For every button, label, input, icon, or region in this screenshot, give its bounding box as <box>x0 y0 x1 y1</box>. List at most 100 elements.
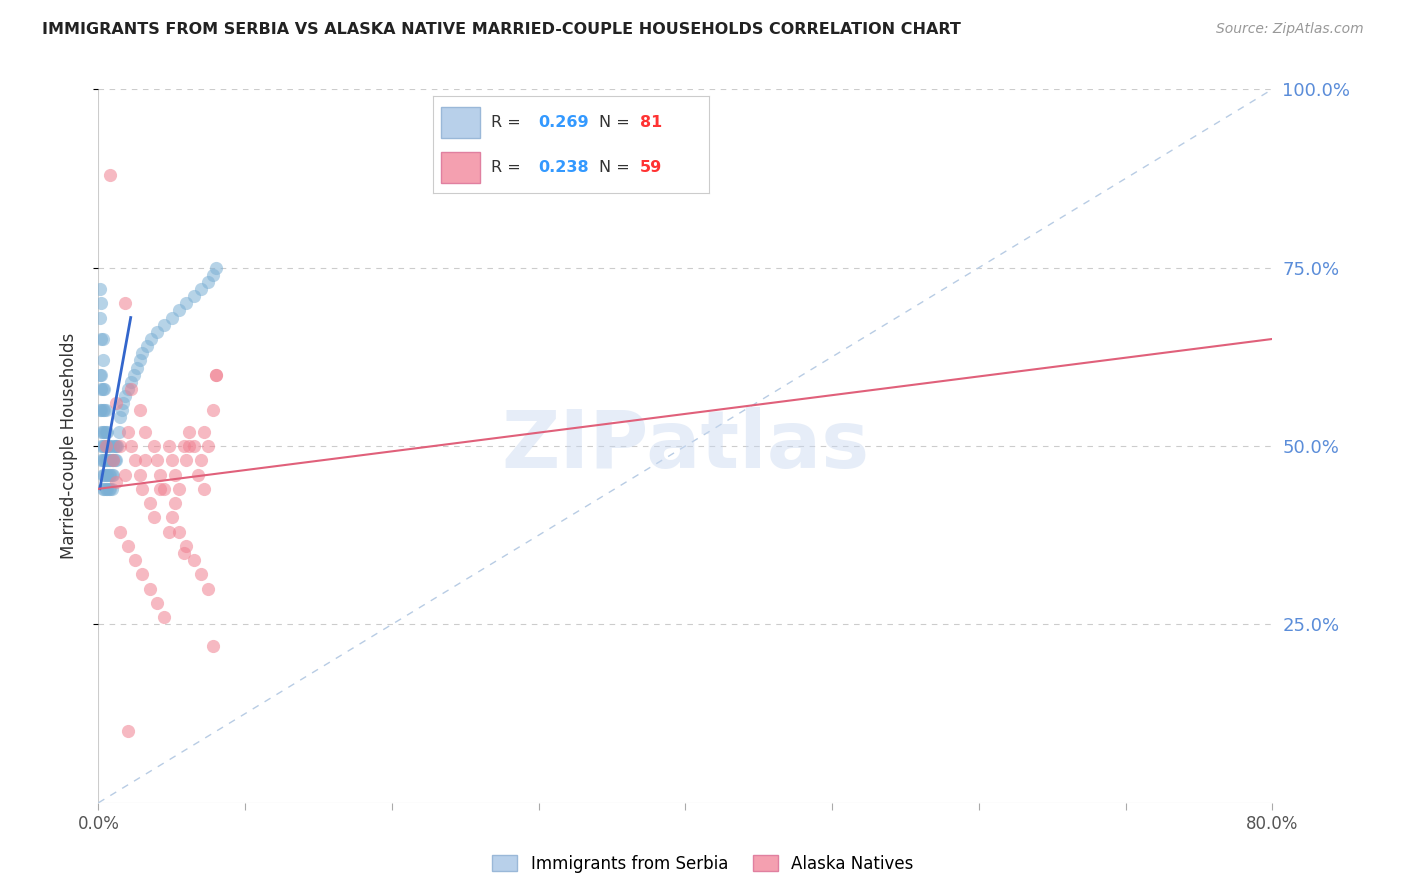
Point <box>160 510 183 524</box>
Point <box>117 425 139 439</box>
Point <box>110 524 132 539</box>
Point <box>94 403 117 417</box>
Point <box>205 368 228 382</box>
Point <box>93 425 115 439</box>
Point <box>124 453 146 467</box>
Point <box>179 439 201 453</box>
Point <box>90 453 112 467</box>
Point <box>90 296 112 310</box>
Point <box>131 482 153 496</box>
Point <box>149 467 172 482</box>
Point <box>120 439 142 453</box>
Point <box>91 482 114 496</box>
Point <box>157 524 180 539</box>
Point <box>89 310 111 325</box>
Point <box>167 482 190 496</box>
Point <box>96 482 118 496</box>
Text: IMMIGRANTS FROM SERBIA VS ALASKA NATIVE MARRIED-COUPLE HOUSEHOLDS CORRELATION CH: IMMIGRANTS FROM SERBIA VS ALASKA NATIVE … <box>42 22 962 37</box>
Point <box>128 403 150 417</box>
Point <box>89 368 111 382</box>
Point <box>101 439 124 453</box>
Point <box>193 425 215 439</box>
Point <box>91 425 114 439</box>
Point <box>98 453 121 467</box>
Point <box>193 482 215 496</box>
Point <box>135 339 157 353</box>
Point <box>91 453 114 467</box>
Point <box>153 482 176 496</box>
Point <box>93 439 115 453</box>
Point <box>190 282 212 296</box>
Point <box>205 260 228 275</box>
Point <box>98 168 121 182</box>
Point <box>173 439 195 453</box>
Point <box>190 453 212 467</box>
Point <box>160 310 183 325</box>
Text: ZIPatlas: ZIPatlas <box>502 407 869 485</box>
Point <box>98 439 121 453</box>
Point <box>146 453 169 467</box>
Point <box>91 332 114 346</box>
Point <box>105 453 128 467</box>
Point <box>89 403 111 417</box>
Point <box>183 289 205 303</box>
Point <box>141 332 163 346</box>
Point <box>163 496 186 510</box>
Point <box>163 467 186 482</box>
Point <box>100 467 122 482</box>
Point <box>117 382 139 396</box>
Point <box>125 360 148 375</box>
Point <box>167 303 190 318</box>
Point <box>190 567 212 582</box>
Point <box>97 482 120 496</box>
Point <box>120 382 142 396</box>
Point <box>187 467 209 482</box>
Point <box>97 439 120 453</box>
Point <box>117 539 139 553</box>
Point <box>91 403 114 417</box>
Point <box>90 439 112 453</box>
Point <box>167 524 190 539</box>
Point <box>96 439 118 453</box>
Point <box>120 375 142 389</box>
Point <box>128 353 150 368</box>
Point <box>91 382 114 396</box>
Point <box>176 296 198 310</box>
Point <box>101 453 124 467</box>
Point <box>131 346 153 360</box>
Point <box>128 467 150 482</box>
Point <box>117 724 139 739</box>
Point <box>143 510 166 524</box>
Point <box>103 453 125 467</box>
Point <box>105 396 128 410</box>
Point <box>94 425 117 439</box>
Point <box>197 275 219 289</box>
Point <box>90 332 112 346</box>
Point <box>134 453 156 467</box>
Point <box>149 482 172 496</box>
Point <box>153 318 176 332</box>
Point <box>110 439 132 453</box>
Point <box>100 453 122 467</box>
Point <box>122 368 145 382</box>
Point <box>96 425 118 439</box>
Legend: Immigrants from Serbia, Alaska Natives: Immigrants from Serbia, Alaska Natives <box>485 848 921 880</box>
Point <box>197 439 219 453</box>
Point <box>176 453 198 467</box>
Point <box>131 567 153 582</box>
Point <box>91 439 114 453</box>
Y-axis label: Married-couple Households: Married-couple Households <box>59 333 77 559</box>
Point <box>100 482 122 496</box>
Point <box>94 439 117 453</box>
Point <box>89 282 111 296</box>
Point <box>93 403 115 417</box>
Point <box>93 382 115 396</box>
Point <box>93 467 115 482</box>
Point <box>146 596 169 610</box>
Point <box>98 482 121 496</box>
Point <box>139 582 162 596</box>
Point <box>103 439 125 453</box>
Point <box>110 410 132 425</box>
Point <box>105 439 128 453</box>
Point <box>139 496 162 510</box>
